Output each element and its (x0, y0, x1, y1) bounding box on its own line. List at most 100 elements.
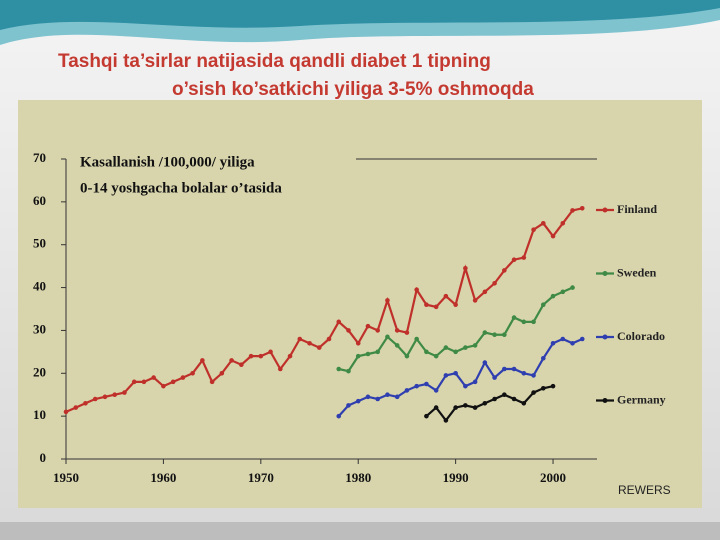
data-point (414, 336, 419, 342)
data-point (239, 362, 244, 368)
data-point (277, 366, 283, 372)
data-point (346, 403, 351, 408)
data-point (112, 392, 118, 398)
data-point (131, 379, 137, 385)
data-point (219, 370, 225, 376)
data-point (511, 257, 517, 263)
source: REWERS (618, 483, 671, 497)
data-point (190, 370, 195, 376)
data-point (375, 396, 381, 402)
data-point (472, 405, 478, 410)
bottom-strip (0, 522, 720, 540)
data-point (63, 409, 69, 415)
x-tick-label: 2000 (540, 470, 566, 485)
data-point (424, 349, 429, 355)
x-tick-label: 1990 (443, 470, 469, 485)
data-point (492, 280, 497, 286)
data-point (404, 388, 410, 393)
data-point (394, 394, 400, 400)
data-point (463, 403, 468, 408)
data-point (579, 205, 585, 211)
data-point (141, 379, 147, 385)
data-point (531, 390, 536, 395)
data-point (511, 315, 517, 320)
top-wave-dark (0, 0, 720, 30)
series-line (425, 385, 554, 423)
title-line: Tashqi ta’sirlar natijasida qandli diabe… (58, 51, 491, 72)
data-point (424, 302, 429, 308)
data-point (336, 413, 342, 419)
data-point (540, 385, 546, 391)
data-point (248, 353, 254, 359)
data-point (443, 345, 449, 350)
data-point (511, 396, 517, 402)
data-point (433, 388, 439, 393)
data-point (443, 373, 449, 378)
annotation: Kasallanish /100,000/ yiliga (80, 154, 255, 170)
data-point (229, 358, 234, 363)
data-point (521, 255, 527, 260)
data-point (472, 343, 478, 348)
data-point (92, 396, 98, 402)
data-point (404, 353, 410, 359)
data-point (492, 396, 497, 402)
data-point (453, 405, 458, 410)
data-point (122, 390, 127, 395)
data-point (482, 289, 488, 295)
data-point (570, 285, 575, 290)
x-tick-label: 1970 (248, 470, 274, 485)
data-point (540, 355, 546, 361)
data-point (355, 398, 361, 404)
plot-panel (18, 100, 702, 508)
data-point (365, 394, 371, 400)
data-point (200, 358, 205, 363)
data-point (268, 349, 273, 355)
legend-marker (602, 334, 608, 340)
data-point (482, 330, 488, 335)
y-tick-label: 10 (33, 407, 46, 422)
data-point (463, 265, 468, 271)
data-point (502, 392, 507, 398)
data-point (355, 353, 361, 359)
data-point (492, 375, 497, 380)
data-point (502, 366, 507, 372)
data-point (326, 336, 332, 342)
data-point (560, 336, 566, 342)
y-tick-label: 50 (33, 236, 46, 251)
data-point (355, 340, 361, 346)
x-tick-label: 1960 (150, 470, 176, 485)
data-point (385, 392, 390, 398)
data-point (463, 383, 468, 389)
data-point (297, 336, 303, 342)
data-point (453, 349, 458, 355)
x-tick-label: 1950 (53, 470, 79, 485)
data-point (414, 287, 419, 293)
data-point (346, 368, 351, 374)
data-point (346, 328, 351, 333)
data-point (521, 400, 527, 406)
data-point (424, 381, 429, 387)
data-point (570, 340, 575, 346)
data-point (307, 340, 312, 346)
data-point (560, 220, 566, 226)
data-point (570, 208, 575, 213)
data-point (414, 383, 419, 389)
data-point (180, 375, 186, 380)
data-point (375, 328, 381, 333)
data-point (453, 302, 458, 308)
data-point (287, 353, 293, 359)
data-point (375, 349, 381, 355)
data-point (463, 345, 468, 350)
legend-marker (602, 271, 608, 276)
data-point (433, 353, 439, 359)
data-point (365, 323, 371, 329)
data-point (511, 366, 517, 372)
annotation: 0-14 yoshgacha bolalar o’tasida (80, 180, 282, 196)
y-tick-label: 40 (33, 279, 46, 294)
data-point (316, 345, 322, 350)
data-point (521, 370, 527, 376)
data-point (531, 373, 536, 378)
data-point (540, 220, 546, 226)
data-point (443, 418, 449, 423)
